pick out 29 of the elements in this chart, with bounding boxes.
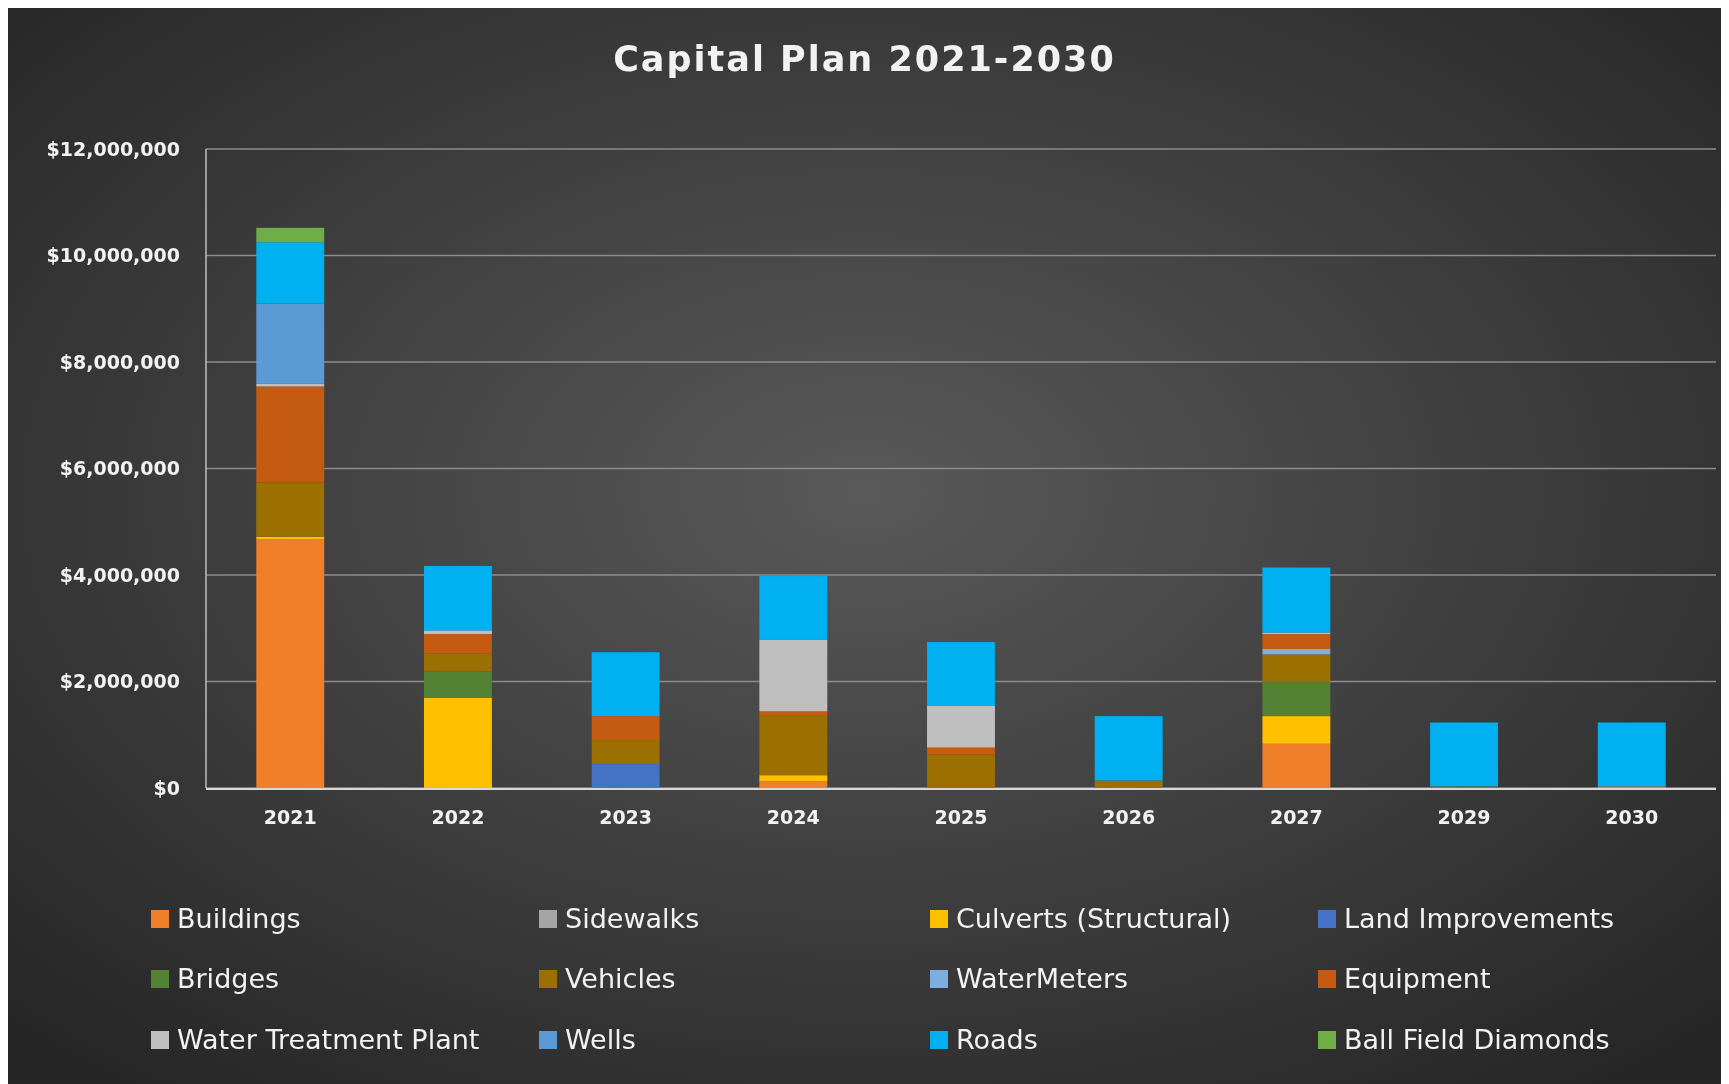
legend-label: Water Treatment Plant xyxy=(177,1024,480,1056)
x-tick-label: 2029 xyxy=(1437,806,1491,828)
chart-title: Capital Plan 2021-2030 xyxy=(613,39,1116,79)
legend-label: Equipment xyxy=(1344,963,1491,995)
legend-label: Wells xyxy=(565,1024,636,1056)
x-tick-label: 2027 xyxy=(1269,806,1323,828)
legend-label: Vehicles xyxy=(565,963,676,995)
legend-label: WaterMeters xyxy=(956,963,1129,995)
legend-label: Roads xyxy=(956,1024,1038,1056)
legend-label: Bridges xyxy=(177,963,280,995)
legend-label: Land Improvements xyxy=(1344,903,1615,935)
y-tick-label: $8,000,000 xyxy=(59,350,180,373)
x-tick-label: 2024 xyxy=(766,806,820,828)
y-tick-label: $10,000,000 xyxy=(46,244,180,267)
x-tick-label: 2021 xyxy=(263,806,317,828)
x-tick-label: 2030 xyxy=(1605,806,1659,828)
legend-label: Buildings xyxy=(177,903,301,935)
x-tick-label: 2023 xyxy=(599,806,653,828)
x-tick-label: 2026 xyxy=(1102,806,1156,828)
legend-label: Sidewalks xyxy=(565,903,700,935)
y-tick-label: $6,000,000 xyxy=(59,457,180,480)
x-tick-label: 2022 xyxy=(431,806,485,828)
y-tick-label: $0 xyxy=(153,776,180,799)
y-tick-label: $4,000,000 xyxy=(59,563,180,586)
legend-label: Ball Field Diamonds xyxy=(1344,1024,1610,1056)
y-tick-label: $2,000,000 xyxy=(59,670,180,693)
x-tick-label: 2025 xyxy=(934,806,988,828)
y-tick-label: $12,000,000 xyxy=(46,137,180,160)
legend-label: Culverts (Structural) xyxy=(956,903,1232,935)
